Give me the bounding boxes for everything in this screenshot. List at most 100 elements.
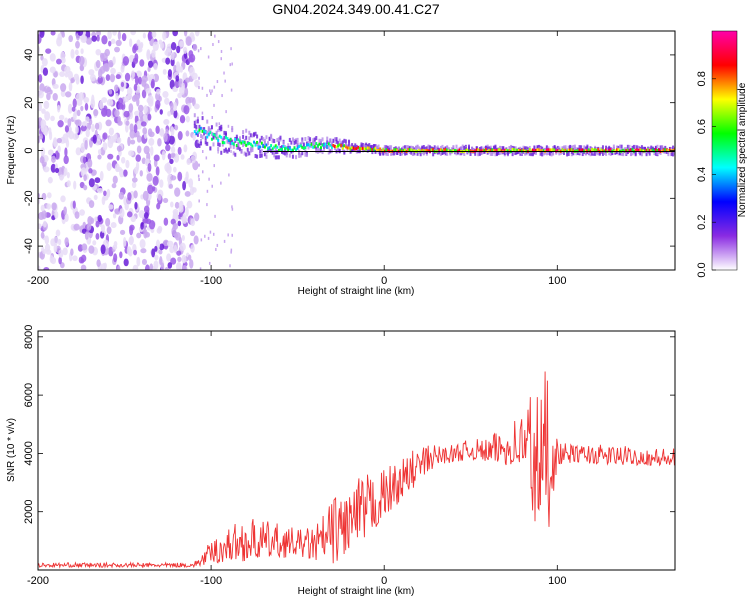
spectrogram-signal-cell xyxy=(539,146,542,151)
spectrogram-noise-cell xyxy=(88,167,93,174)
spectrogram-noise-cell xyxy=(220,181,222,185)
spectrogram-signal-cell xyxy=(405,151,408,156)
spectrogram-noise-cell xyxy=(56,137,63,144)
spectrogram-noise-cell xyxy=(117,31,121,40)
spectrogram-noise-cell xyxy=(176,45,181,54)
spectrogram-signal-cell xyxy=(237,138,240,142)
spectrogram-signal-cell xyxy=(254,153,257,158)
spectrogram-signal-cell xyxy=(351,148,354,153)
spectrogram-signal-cell xyxy=(581,148,584,152)
spectrogram-signal-cell xyxy=(360,147,363,151)
spectrogram-noise-cell xyxy=(97,75,103,84)
spectrogram-signal-cell xyxy=(580,145,583,150)
spectrogram-noise-cell xyxy=(72,200,76,209)
spectrogram-signal-cell xyxy=(340,143,343,147)
spectrogram-signal-cell xyxy=(371,144,374,149)
spectrogram-noise-cell xyxy=(177,220,182,227)
spectrogram-signal-cell xyxy=(352,147,355,152)
spectrogram-signal-cell xyxy=(474,151,477,156)
spectrogram-signal-cell xyxy=(492,145,495,150)
spectrogram-signal-cell xyxy=(382,150,385,155)
spectrogram-noise-cell xyxy=(114,46,120,53)
spectrogram-noise-cell xyxy=(207,55,210,59)
spectrogram-signal-cell xyxy=(298,153,301,158)
spectrogram-signal-cell xyxy=(232,145,235,150)
spectrogram-noise-cell xyxy=(194,31,200,37)
spectrogram-signal-cell xyxy=(263,141,266,146)
spectrogram-signal-cell xyxy=(277,141,280,146)
spectrogram-signal-cell xyxy=(220,127,223,132)
spectrogram-signal-cell xyxy=(553,145,556,150)
spectrogram-signal-cell xyxy=(251,144,254,148)
spectrogram-signal-cell xyxy=(198,143,201,148)
spectrogram-noise-cell xyxy=(220,49,223,53)
spectrogram-signal-cell xyxy=(290,140,293,145)
spectrogram-noise-cell xyxy=(182,216,188,224)
spectrogram-noise-cell xyxy=(42,220,47,228)
spectrogram-noise-cell xyxy=(95,48,102,56)
spectrogram-signal-cell xyxy=(572,144,575,149)
spectrogram-noise-cell xyxy=(183,31,188,37)
spectrogram-signal-cell xyxy=(366,148,369,153)
spectrogram-noise-cell xyxy=(163,119,169,125)
spectrogram-noise-cell xyxy=(66,171,70,179)
spectrogram-noise-cell xyxy=(85,128,90,138)
spectrogram-noise-cell xyxy=(64,237,69,246)
spectrogram-signal-cell xyxy=(581,152,584,157)
spectrogram-signal-cell xyxy=(298,144,301,148)
spectrogram-signal-cell xyxy=(436,150,439,155)
spectrogram-noise-cell xyxy=(176,250,182,256)
spectrogram-signal-cell xyxy=(564,148,567,152)
spectrogram-noise-cell xyxy=(94,122,100,130)
spectrogram-signal-cell xyxy=(349,147,352,151)
spectrogram-signal-cell xyxy=(667,149,670,153)
spectrogram-noise-cell xyxy=(185,206,189,217)
spectrogram-signal-cell xyxy=(352,146,355,150)
spectrogram-signal-cell xyxy=(368,143,371,148)
spectrogram-noise-cell xyxy=(198,86,200,90)
spectrogram-signal-cell xyxy=(528,145,531,150)
spectrogram-noise-cell xyxy=(220,57,222,61)
spectrogram-noise-cell xyxy=(153,260,159,270)
spectrogram-noise-cell xyxy=(80,124,87,132)
spectrogram-signal-cell xyxy=(569,145,572,150)
spectrogram-signal-cell xyxy=(425,148,428,152)
spectrogram-signal-cell xyxy=(650,145,653,150)
spectrogram-signal-cell xyxy=(321,137,324,142)
spectrogram-signal-cell xyxy=(284,147,287,151)
spectrogram-signal-cell xyxy=(259,153,262,158)
spectrogram-signal-cell xyxy=(608,148,611,152)
spectrogram-noise-cell xyxy=(170,257,177,265)
spectrogram-signal-cell xyxy=(601,145,604,150)
spectrogram-noise-cell xyxy=(57,238,62,246)
spectrogram-noise-cell xyxy=(174,201,180,209)
spectrogram-noise-cell xyxy=(147,162,152,172)
spectrogram-signal-cell xyxy=(506,151,509,156)
spectrogram-noise-cell xyxy=(62,247,68,256)
spectrogram-signal-cell xyxy=(570,147,573,151)
spectrogram-noise-cell xyxy=(128,236,134,246)
spectrogram-noise-cell xyxy=(99,52,104,59)
spectrogram-noise-cell xyxy=(208,261,211,265)
spectrogram-signal-cell xyxy=(223,141,226,145)
spectrogram-signal-cell xyxy=(206,135,209,139)
spectrogram-noise-cell xyxy=(119,208,125,218)
spectrogram-noise-cell xyxy=(164,97,170,105)
spectrogram-signal-cell xyxy=(547,148,550,152)
spectrogram-signal-cell xyxy=(195,127,198,132)
spectrogram-signal-cell xyxy=(645,148,648,152)
spectrogram-noise-cell xyxy=(157,193,162,201)
spectrogram-signal-cell xyxy=(393,148,396,152)
spectrogram-signal-cell xyxy=(570,145,573,150)
spectrogram-noise-cell xyxy=(168,135,175,145)
spectrogram-noise-cell xyxy=(57,145,61,153)
spectrogram-signal-cell xyxy=(619,151,622,156)
spectrogram-signal-cell xyxy=(310,144,313,149)
spectrogram-noise-cell xyxy=(143,228,148,239)
spectrogram-noise-cell xyxy=(80,258,85,264)
spectrogram-noise-cell xyxy=(182,180,187,191)
spectrogram-signal-cell xyxy=(505,150,508,155)
spectrogram-noise-cell xyxy=(74,49,79,56)
spectrogram-noise-cell xyxy=(45,249,52,255)
spectrogram-noise-cell xyxy=(217,40,220,44)
